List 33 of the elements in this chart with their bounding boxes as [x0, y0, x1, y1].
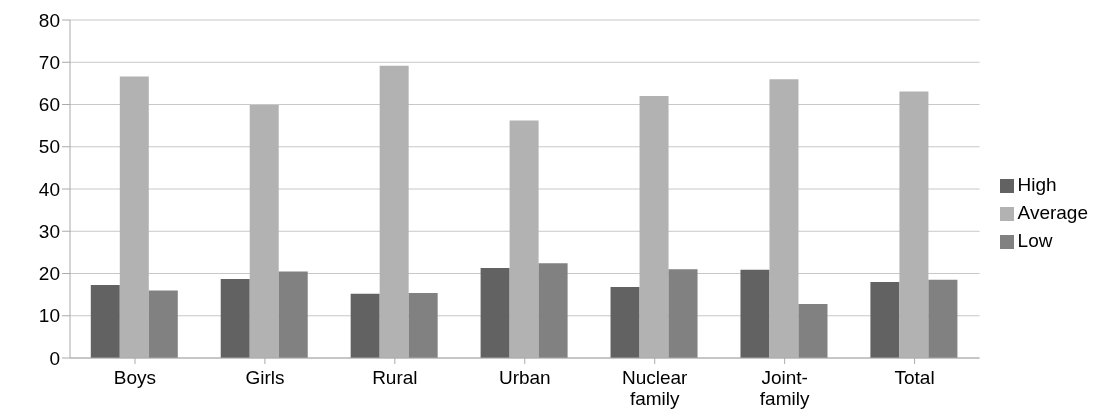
bar: [798, 303, 828, 358]
bar: [538, 263, 568, 358]
bar: [90, 284, 120, 358]
x-tick-label: Boys: [113, 367, 157, 388]
bar: [408, 292, 438, 358]
bar: [278, 271, 308, 358]
y-tick-label: 20: [38, 263, 60, 285]
y-tick-label: 30: [38, 220, 60, 242]
bar: [610, 287, 640, 358]
bar: [480, 268, 510, 358]
bar: [740, 269, 770, 358]
bar: [668, 269, 698, 358]
y-tick-label: 40: [38, 178, 60, 200]
y-tick-label: 70: [38, 51, 60, 73]
bar: [870, 281, 900, 358]
x-tick-label: Rural: [372, 367, 418, 388]
y-tick-label: 0: [49, 347, 60, 369]
x-tick-label: Joint-family: [759, 367, 810, 409]
legend-label: Low: [1017, 230, 1053, 251]
legend-label: High: [1017, 174, 1057, 195]
bar: [148, 290, 178, 358]
bar: [928, 279, 958, 358]
y-tick-label: 60: [38, 94, 60, 116]
bar: [220, 278, 250, 358]
y-tick-label: 10: [38, 305, 60, 327]
x-tick-label: Girls: [245, 367, 285, 388]
x-tick-label: Urban: [498, 367, 551, 388]
x-tick-label: Nuclear family: [621, 367, 689, 409]
x-tick-label: Total: [894, 367, 935, 388]
y-tick-label: 50: [38, 136, 60, 158]
bar: [350, 293, 380, 358]
y-tick-label: 80: [38, 9, 60, 31]
legend-label: Average: [1017, 202, 1088, 223]
